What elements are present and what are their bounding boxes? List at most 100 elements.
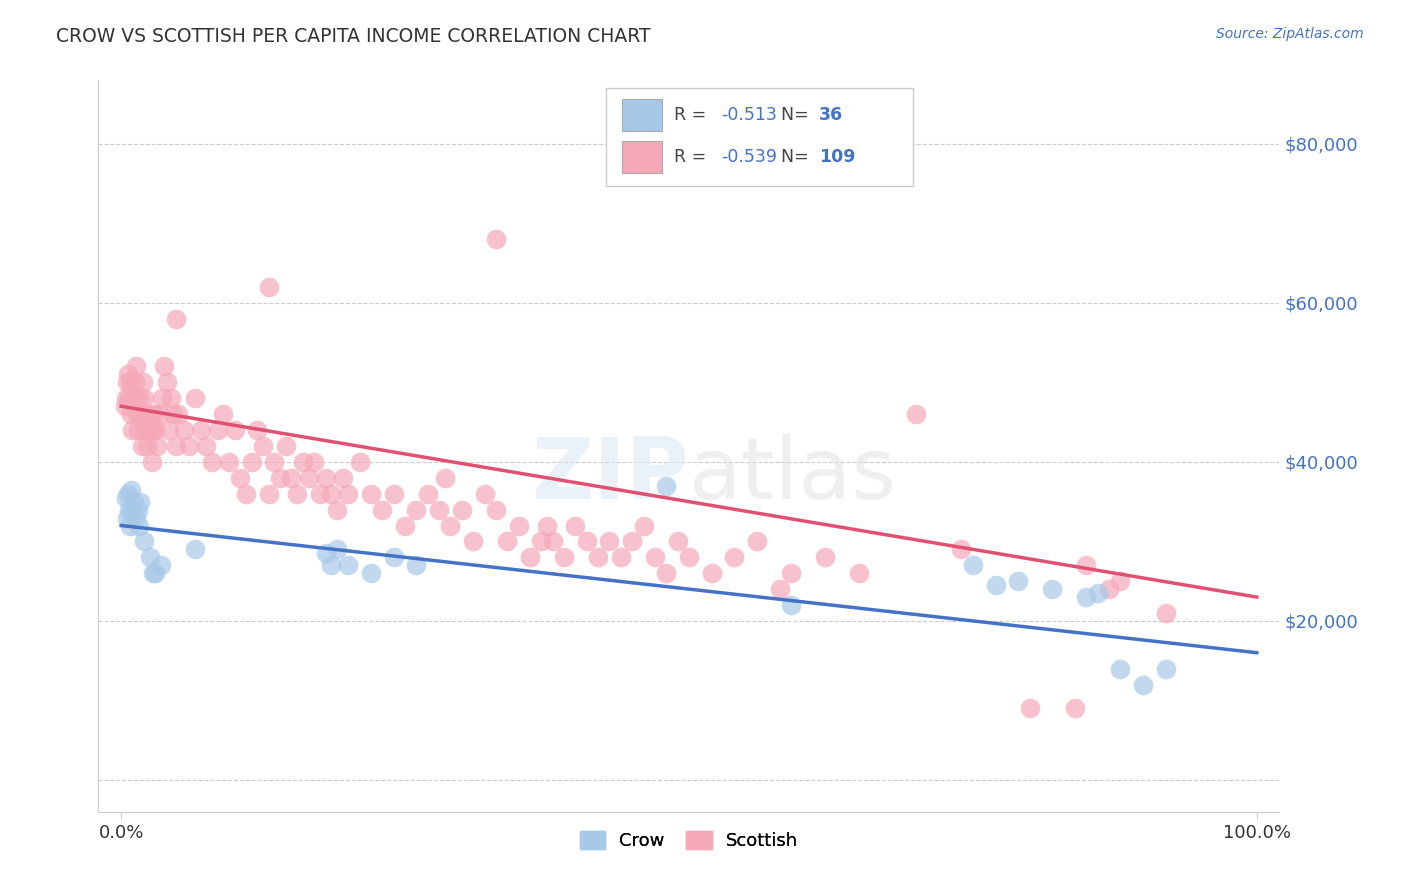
Point: [427, 502, 450, 516]
Point: [382, 550, 405, 565]
Point: [150, 392, 173, 406]
Point: [160, 392, 183, 406]
Point: [184, 392, 207, 406]
Point: [115, 510, 138, 524]
Point: [132, 392, 155, 406]
Point: [224, 423, 246, 437]
Point: [382, 486, 405, 500]
Point: [141, 455, 163, 469]
Point: [575, 534, 598, 549]
Point: [291, 455, 314, 469]
Text: -0.539: -0.539: [721, 148, 778, 166]
Point: [321, 558, 343, 573]
Point: [162, 407, 184, 421]
Point: [905, 407, 928, 421]
Point: [138, 423, 160, 437]
Point: [218, 455, 240, 469]
Point: [1076, 558, 1098, 573]
Point: [678, 550, 700, 565]
Point: [405, 502, 427, 516]
Point: [143, 566, 166, 581]
Point: [114, 399, 136, 413]
Point: [195, 439, 218, 453]
Point: [179, 439, 201, 453]
Point: [485, 502, 508, 516]
Point: [122, 494, 145, 508]
Point: [450, 502, 472, 516]
Point: [564, 518, 586, 533]
Point: [167, 407, 190, 421]
Point: [621, 534, 644, 549]
Point: [360, 566, 382, 581]
Point: [496, 534, 519, 549]
Point: [212, 407, 235, 421]
Text: N=: N=: [782, 148, 814, 166]
FancyBboxPatch shape: [621, 141, 662, 173]
Point: [117, 486, 139, 500]
Point: [360, 486, 382, 500]
Point: [1132, 677, 1154, 691]
Point: [655, 479, 678, 493]
Point: [114, 392, 136, 406]
Point: [117, 368, 139, 382]
Point: [598, 534, 620, 549]
Point: [136, 439, 159, 453]
Point: [530, 534, 553, 549]
Point: [405, 558, 427, 573]
Point: [135, 407, 157, 421]
Point: [142, 566, 165, 581]
Point: [848, 566, 870, 581]
Point: [165, 439, 187, 453]
Point: [553, 550, 575, 565]
Point: [229, 471, 252, 485]
Point: [149, 407, 172, 421]
Point: [138, 407, 160, 421]
Point: [1098, 582, 1121, 596]
Point: [371, 502, 394, 516]
Point: [157, 423, 180, 437]
Point: [285, 486, 308, 500]
Point: [655, 566, 678, 581]
Point: [700, 566, 723, 581]
Point: [122, 392, 145, 406]
Point: [132, 534, 155, 549]
Point: [121, 423, 143, 437]
Point: [118, 392, 141, 406]
Point: [118, 502, 141, 516]
Point: [115, 376, 138, 390]
Point: [1076, 590, 1098, 604]
Point: [1109, 662, 1132, 676]
Point: [1154, 662, 1177, 676]
Point: [128, 392, 150, 406]
Point: [124, 376, 146, 390]
Legend: Crow, Scottish: Crow, Scottish: [572, 823, 806, 857]
Point: [1109, 574, 1132, 589]
Point: [257, 280, 280, 294]
Point: [263, 455, 285, 469]
Text: R =: R =: [673, 106, 711, 124]
Point: [274, 439, 297, 453]
Point: [128, 518, 150, 533]
Point: [508, 518, 530, 533]
Point: [269, 471, 291, 485]
Point: [120, 483, 142, 497]
Point: [315, 471, 337, 485]
Point: [485, 232, 508, 246]
Text: N=: N=: [782, 106, 814, 124]
Point: [131, 439, 153, 453]
Point: [246, 423, 269, 437]
Point: [132, 376, 155, 390]
Point: [1007, 574, 1029, 589]
Point: [125, 359, 148, 374]
Text: 109: 109: [818, 148, 855, 166]
Text: atlas: atlas: [689, 434, 897, 516]
Point: [125, 407, 148, 421]
Point: [240, 455, 263, 469]
Point: [114, 491, 136, 505]
Point: [190, 423, 212, 437]
Point: [984, 578, 1007, 592]
Point: [235, 486, 257, 500]
Point: [745, 534, 768, 549]
Point: [780, 598, 803, 612]
Point: [302, 455, 325, 469]
